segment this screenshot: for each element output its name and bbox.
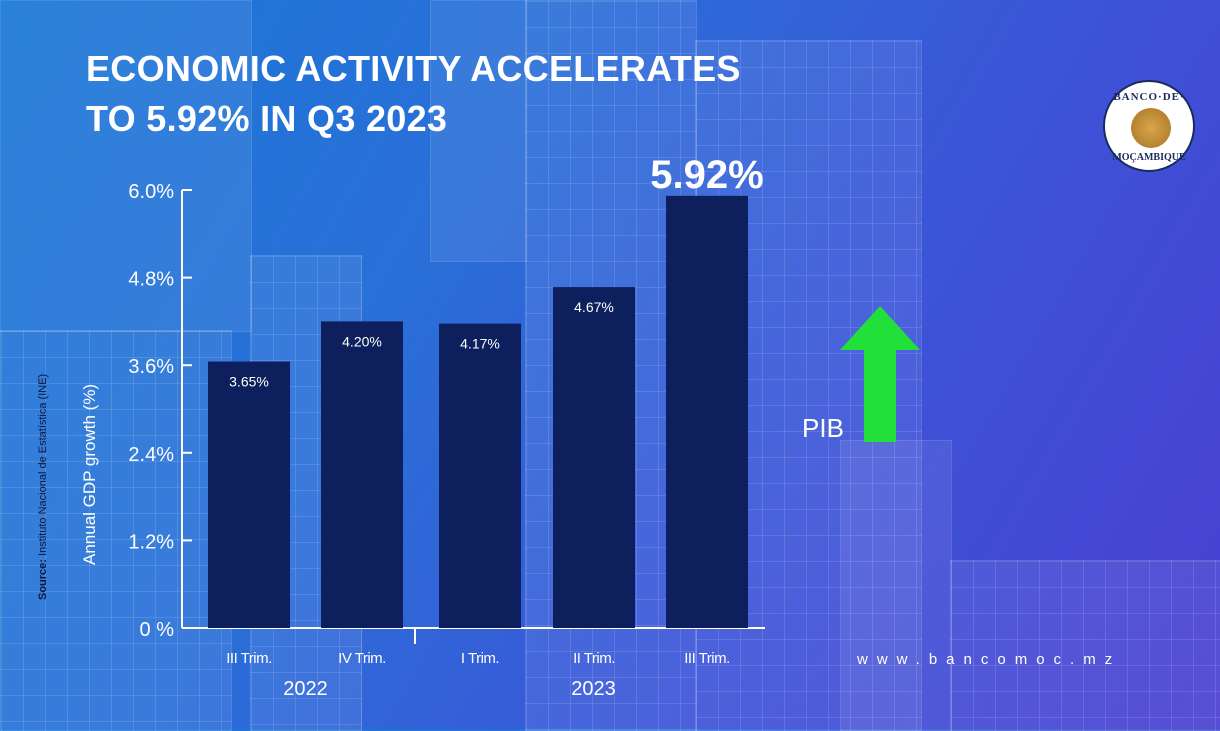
- y-tick-label: 4.8%: [128, 269, 174, 291]
- x-group-label: 2023: [571, 678, 616, 700]
- logo-bottom-text: MOÇAMBIQUE: [1112, 152, 1186, 163]
- x-tick-label: IV Trim.: [338, 650, 386, 667]
- pib-label: PIB: [802, 413, 844, 443]
- y-tick-label: 3.6%: [128, 356, 174, 378]
- x-tick-label: III Trim.: [226, 650, 272, 667]
- y-tick-label: 6.0%: [128, 181, 174, 203]
- banco-de-mocambique-logo: BANCO·DE· MOÇAMBIQUE: [1103, 80, 1195, 172]
- bar-value-label: 4.20%: [342, 333, 382, 349]
- x-group-label: 2022: [283, 678, 328, 700]
- y-tick-label: 1.2%: [128, 531, 174, 553]
- logo-top-text: BANCO·DE·: [1113, 91, 1185, 103]
- x-tick-label: I Trim.: [461, 650, 499, 667]
- bank-emblem-icon: [1131, 108, 1171, 148]
- chart-title: ECONOMIC ACTIVITY ACCELERATES TO 5.92% I…: [86, 44, 741, 144]
- up-arrow-icon: [840, 306, 920, 442]
- bar-value-label: 4.17%: [460, 336, 500, 352]
- bar-value-label: 3.65%: [229, 374, 269, 390]
- bar: [553, 287, 635, 628]
- y-tick-label: 0 %: [140, 619, 175, 641]
- bar: [208, 361, 290, 628]
- x-tick-label: II Trim.: [573, 650, 615, 667]
- bar: [666, 195, 748, 628]
- bar: [321, 321, 403, 628]
- website-url: www.bancomoc.mz: [857, 651, 1122, 668]
- title-line-1: ECONOMIC ACTIVITY ACCELERATES: [86, 48, 741, 89]
- x-tick-label: III Trim.: [684, 650, 730, 667]
- title-line-2: TO 5.92% IN Q3 2023: [86, 98, 448, 139]
- bar: [439, 323, 521, 628]
- y-tick-label: 2.4%: [128, 444, 174, 466]
- highlight-value-label: 5.92%: [650, 153, 763, 197]
- bar-value-label: 4.67%: [574, 299, 614, 315]
